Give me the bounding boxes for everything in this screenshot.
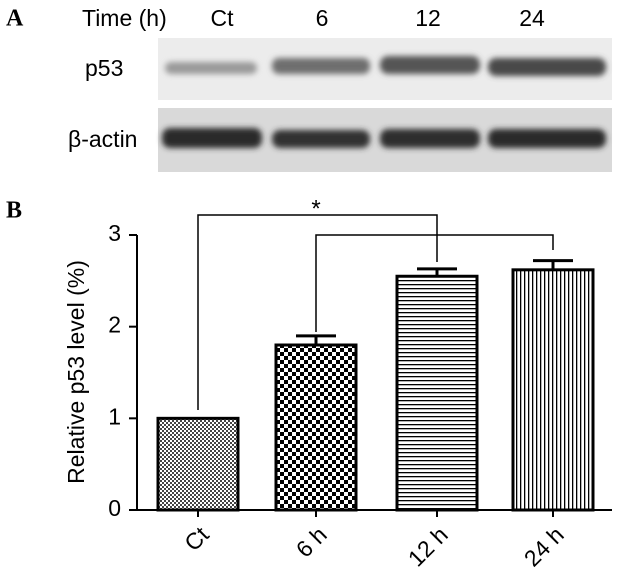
- lane-label: Ct: [211, 5, 235, 31]
- bar: [274, 343, 358, 512]
- y-axis-label: Relative p53 level (%): [63, 260, 89, 484]
- y-tick-label: 3: [108, 220, 121, 246]
- significance-annotation: *: [311, 195, 320, 222]
- y-tick-label: 0: [108, 495, 121, 521]
- bar: [395, 274, 479, 512]
- significance-brackets: [197, 214, 554, 410]
- blot-label: β-actin: [68, 126, 137, 152]
- x-tick-label: 12 h: [403, 521, 453, 571]
- panel-label: A: [6, 6, 24, 32]
- x-tick-label: 6 h: [291, 521, 332, 562]
- lane-label: 6: [316, 5, 329, 31]
- panel-label: B: [6, 198, 22, 224]
- x-tick-label: Ct: [179, 521, 214, 556]
- lane-label: 24: [519, 5, 545, 31]
- y-tick-label: 2: [108, 312, 121, 338]
- bar: [511, 268, 595, 512]
- bar: [156, 416, 240, 512]
- lane-label: 12: [415, 5, 441, 31]
- time-label: Time (h): [82, 5, 167, 31]
- x-tick-label: 24 h: [519, 521, 569, 571]
- blot-label: p53: [85, 55, 123, 81]
- blot-bands: [162, 56, 606, 148]
- y-tick-label: 1: [108, 403, 121, 429]
